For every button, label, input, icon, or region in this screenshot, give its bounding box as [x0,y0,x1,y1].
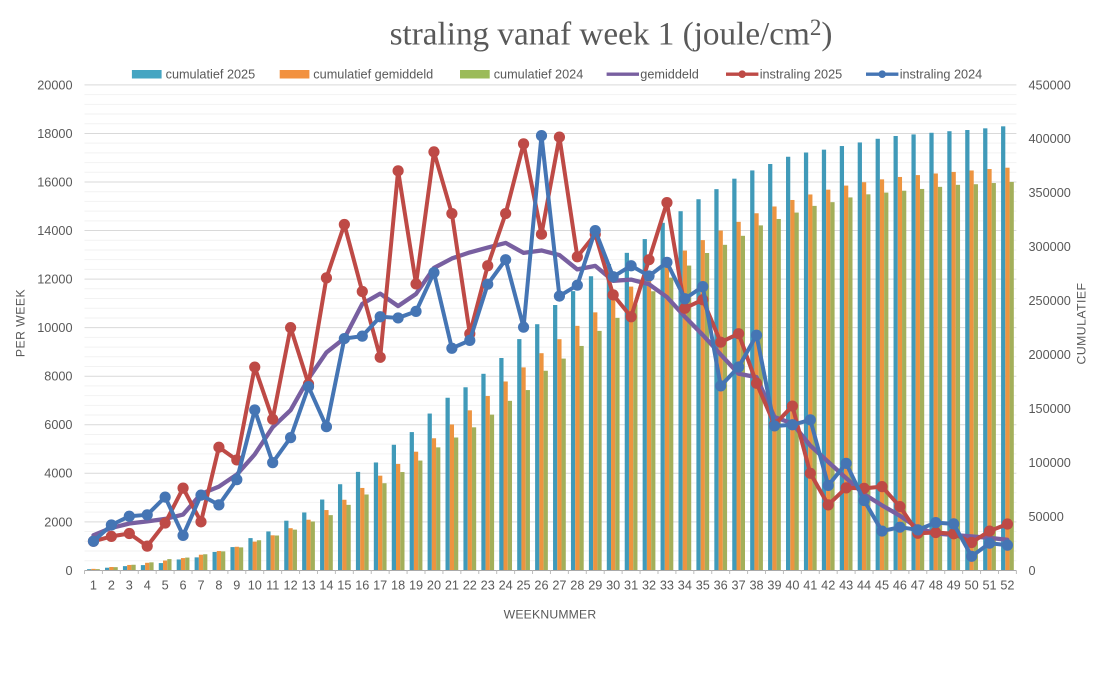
svg-text:2: 2 [108,579,115,593]
svg-text:17: 17 [373,579,387,593]
svg-text:200000: 200000 [1029,348,1071,362]
svg-text:450000: 450000 [1029,78,1071,92]
svg-text:39: 39 [767,579,781,593]
svg-text:47: 47 [911,579,925,593]
svg-text:26: 26 [534,579,548,593]
svg-text:14000: 14000 [37,224,72,238]
svg-text:38: 38 [749,579,763,593]
svg-text:gemiddeld: gemiddeld [640,68,699,82]
svg-text:4: 4 [144,579,151,593]
svg-text:50000: 50000 [1029,510,1064,524]
svg-text:22: 22 [463,579,477,593]
svg-text:5: 5 [162,579,169,593]
svg-text:7: 7 [197,579,204,593]
svg-text:150000: 150000 [1029,402,1071,416]
svg-text:48: 48 [929,579,943,593]
svg-text:29: 29 [588,579,602,593]
svg-text:32: 32 [642,579,656,593]
svg-text:12: 12 [284,579,298,593]
svg-text:3: 3 [126,579,133,593]
svg-text:34: 34 [678,579,692,593]
svg-text:10: 10 [248,579,262,593]
svg-text:0: 0 [1029,564,1036,578]
svg-text:28: 28 [570,579,584,593]
svg-text:CUMULATIEF: CUMULATIEF [1075,283,1089,365]
svg-text:8000: 8000 [44,370,72,384]
svg-text:8: 8 [215,579,222,593]
svg-text:21: 21 [445,579,459,593]
svg-text:4000: 4000 [44,467,72,481]
svg-text:36: 36 [714,579,728,593]
svg-text:cumulatief gemiddeld: cumulatief gemiddeld [313,68,433,82]
svg-text:12000: 12000 [37,273,72,287]
svg-text:20: 20 [427,579,441,593]
svg-text:15: 15 [337,579,351,593]
svg-text:13: 13 [301,579,315,593]
svg-text:16000: 16000 [37,175,72,189]
svg-text:straling vanaf week 1 (joule/c: straling vanaf week 1 (joule/cm2) [390,15,833,53]
svg-text:0: 0 [65,564,72,578]
svg-text:50: 50 [965,579,979,593]
svg-text:43: 43 [839,579,853,593]
svg-text:30: 30 [606,579,620,593]
svg-text:42: 42 [821,579,835,593]
svg-text:400000: 400000 [1029,132,1071,146]
svg-text:6000: 6000 [44,418,72,432]
svg-text:cumulatief 2025: cumulatief 2025 [166,68,256,82]
svg-text:300000: 300000 [1029,240,1071,254]
svg-text:6: 6 [180,579,187,593]
svg-text:41: 41 [803,579,817,593]
svg-text:PER WEEK: PER WEEK [14,289,28,357]
svg-text:52: 52 [1000,579,1014,593]
svg-text:31: 31 [624,579,638,593]
svg-text:24: 24 [499,579,513,593]
svg-text:instraling 2025: instraling 2025 [760,68,843,82]
svg-text:46: 46 [893,579,907,593]
svg-text:2000: 2000 [44,515,72,529]
svg-text:350000: 350000 [1029,186,1071,200]
svg-text:WEEKNUMMER: WEEKNUMMER [504,608,597,622]
svg-text:25: 25 [517,579,531,593]
svg-text:9: 9 [233,579,240,593]
svg-text:19: 19 [409,579,423,593]
svg-text:instraling 2024: instraling 2024 [900,68,983,82]
svg-text:14: 14 [319,579,333,593]
svg-text:40: 40 [785,579,799,593]
svg-text:51: 51 [982,579,996,593]
svg-text:cumulatief 2024: cumulatief 2024 [494,68,584,82]
svg-text:100000: 100000 [1029,456,1071,470]
svg-text:23: 23 [481,579,495,593]
svg-text:18000: 18000 [37,127,72,141]
svg-text:11: 11 [266,579,279,593]
svg-text:20000: 20000 [37,78,72,92]
svg-text:44: 44 [857,579,871,593]
svg-text:35: 35 [696,579,710,593]
svg-text:33: 33 [660,579,674,593]
svg-text:250000: 250000 [1029,294,1071,308]
svg-text:1: 1 [90,579,97,593]
svg-text:10000: 10000 [37,321,72,335]
svg-text:18: 18 [391,579,405,593]
svg-text:49: 49 [947,579,961,593]
svg-text:16: 16 [355,579,369,593]
svg-text:27: 27 [552,579,566,593]
svg-text:45: 45 [875,579,889,593]
svg-text:37: 37 [732,579,746,593]
